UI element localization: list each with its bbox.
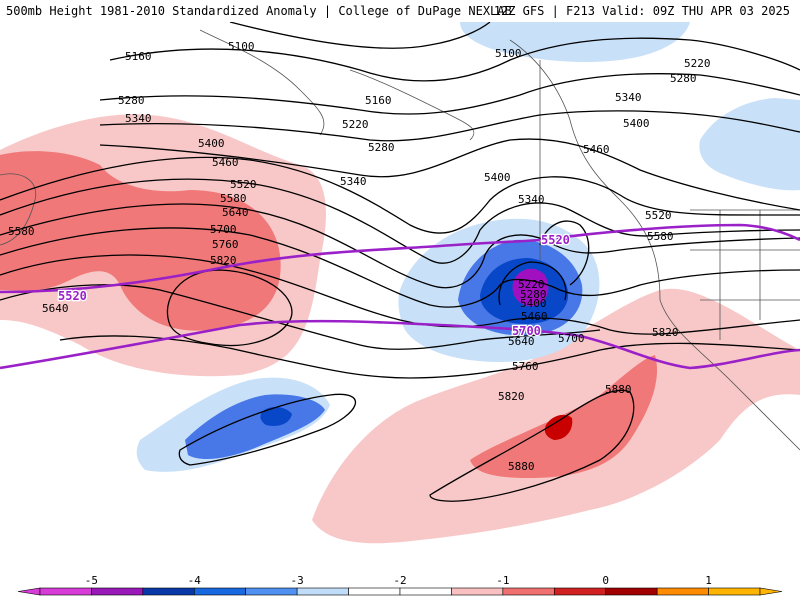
legend-swatch <box>399 587 452 596</box>
legend-swatch <box>553 587 607 596</box>
legend-swatch <box>451 587 504 596</box>
contour-label: 5820 <box>652 326 679 339</box>
contour-label: 5820 <box>498 390 525 403</box>
positive-anomaly-east-max <box>544 414 573 440</box>
legend-swatch <box>605 587 658 596</box>
contour-label: 5520 <box>645 209 672 222</box>
contour-label: 5760 <box>212 238 239 251</box>
positive-anomaly-east <box>312 288 800 544</box>
contour-label: 5760 <box>512 360 539 373</box>
contour-label: 5700 <box>558 332 585 345</box>
highlight-contour-labels: 5520 5520 5700 <box>57 232 571 340</box>
contour-label: 5220 <box>684 57 711 70</box>
legend-swatch <box>502 587 555 596</box>
positive-anomaly-west-core <box>0 151 281 331</box>
run-valid-time: 12Z GFS | F213 Valid: 09Z THU APR 03 202… <box>493 4 790 18</box>
negative-anomaly-southwest-core <box>185 394 325 460</box>
legend-swatch <box>708 587 761 596</box>
negative-anomaly-north <box>460 22 690 62</box>
anomaly-shading <box>0 22 800 544</box>
legend-swatch <box>142 587 195 596</box>
contour-label: 5520 <box>230 178 257 191</box>
contour-label: 5640 <box>222 206 249 219</box>
contour-label: 5280 <box>368 141 395 154</box>
contour-label: 5400 <box>484 171 511 184</box>
contour-label-5520: 5520 <box>58 289 87 303</box>
contour-label: 5580 <box>8 225 35 238</box>
contour-label: 5100 <box>495 47 522 60</box>
contour-label: 5460 <box>521 310 548 323</box>
contour-label: 5880 <box>605 383 632 396</box>
legend-swatch <box>39 587 92 596</box>
legend-tick-label: -4 <box>188 574 202 587</box>
contour-label: 5340 <box>125 112 152 125</box>
contour-label: 5640 <box>42 302 69 315</box>
legend-swatch <box>296 587 349 596</box>
contour-label: 5400 <box>198 137 225 150</box>
contour-label: 5340 <box>518 193 545 206</box>
legend-swatch <box>193 587 247 596</box>
contour-label: 5460 <box>212 156 239 169</box>
legend-swatch <box>348 587 401 596</box>
contour-5700-line <box>0 319 800 370</box>
contour-label: 5160 <box>125 50 152 63</box>
legend-tick-label: -2 <box>393 574 406 587</box>
contour-label: 5100 <box>228 40 255 53</box>
negative-anomaly-southwest-max <box>260 406 292 426</box>
title-bar: 500mb Height 1981-2010 Standardized Anom… <box>0 0 800 22</box>
contour-label: 5340 <box>340 175 367 188</box>
legend-tick-label: 1 <box>705 574 712 587</box>
anomaly-map: 5100 5100 5160 5160 5220 5220 5280 5280 … <box>0 22 800 544</box>
contour-label: 5160 <box>365 94 392 107</box>
contour-label: 5280 <box>520 288 547 301</box>
contour-label: 5460 <box>583 143 610 156</box>
legend-swatch <box>656 587 709 596</box>
contour-label: 5700 <box>210 223 237 236</box>
contour-labels: 5100 5100 5160 5160 5220 5220 5280 5280 … <box>8 40 711 473</box>
contour-label-5520: 5520 <box>541 233 570 247</box>
contour-label: 5400 <box>623 117 650 130</box>
legend-color-bar <box>17 587 783 596</box>
contour-label: 5640 <box>508 335 535 348</box>
contour-label: 5220 <box>518 278 545 291</box>
legend-arrow-left <box>17 587 41 596</box>
contour-5520-line <box>0 223 800 294</box>
anomaly-color-legend: -5-4-3-2-1012345 <box>17 574 783 596</box>
legend-tick-label: 0 <box>602 574 609 587</box>
negative-anomaly-center-max <box>512 268 549 307</box>
highlight-contours <box>0 223 800 370</box>
contour-label: 5580 <box>647 230 674 243</box>
legend-tick-labels: -5-4-3-2-1012345 <box>85 574 712 587</box>
contour-label: 5400 <box>520 297 547 310</box>
legend-tick-label: -1 <box>496 574 509 587</box>
contour-label: 5880 <box>508 460 535 473</box>
legend-tick-label: -3 <box>291 574 304 587</box>
contour-label: 5340 <box>615 91 642 104</box>
contour-label: 5220 <box>342 118 369 131</box>
contour-label: 5580 <box>220 192 247 205</box>
map-title: 500mb Height 1981-2010 Standardized Anom… <box>6 4 512 18</box>
contour-label-5700: 5700 <box>512 324 541 338</box>
legend-swatch <box>245 587 298 596</box>
legend-tick-label: -5 <box>85 574 98 587</box>
contour-label: 5820 <box>210 254 237 267</box>
contour-label: 5280 <box>670 72 697 85</box>
negative-anomaly-northeast <box>699 98 800 191</box>
legend-arrow-right <box>759 587 783 596</box>
legend-swatch <box>91 587 144 596</box>
contour-label: 5280 <box>118 94 145 107</box>
